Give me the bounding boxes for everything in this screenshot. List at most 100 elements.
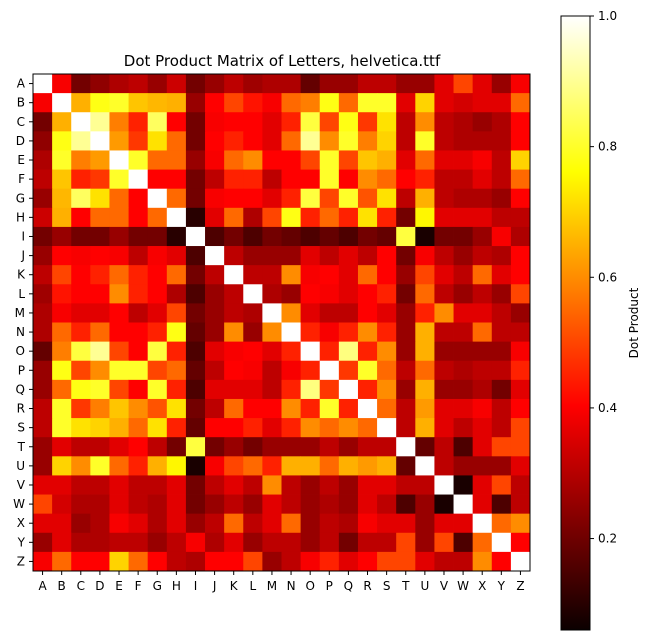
heatmap-cell bbox=[205, 207, 225, 228]
heatmap-cell bbox=[415, 150, 435, 170]
heatmap-cell bbox=[472, 475, 493, 495]
heatmap-cell bbox=[262, 226, 282, 247]
heatmap-cell bbox=[33, 398, 53, 419]
heatmap-cell bbox=[396, 494, 416, 515]
heatmap-cell bbox=[205, 379, 225, 400]
heatmap-cell bbox=[128, 456, 149, 476]
heatmap-cell bbox=[243, 551, 263, 572]
heatmap-cell bbox=[52, 322, 72, 343]
heatmap-cell bbox=[453, 284, 474, 304]
heatmap-cell bbox=[453, 207, 474, 228]
heatmap-cell bbox=[71, 131, 91, 151]
x-tick-label: C bbox=[77, 579, 85, 593]
heatmap-cell bbox=[415, 226, 435, 247]
heatmap-cell bbox=[319, 513, 340, 534]
heatmap-cell bbox=[357, 150, 378, 170]
heatmap-cell bbox=[453, 551, 474, 572]
heatmap-cell bbox=[281, 284, 302, 304]
heatmap-cell bbox=[281, 379, 302, 400]
heatmap-cell bbox=[166, 188, 187, 209]
heatmap-cell bbox=[243, 131, 263, 151]
heatmap-cell bbox=[109, 532, 129, 553]
heatmap-cell bbox=[33, 475, 53, 495]
heatmap-cell bbox=[415, 360, 435, 381]
heatmap-cell bbox=[300, 494, 321, 515]
heatmap-cell bbox=[224, 265, 244, 285]
heatmap-cell bbox=[243, 513, 263, 534]
colorbar-tick-label: 0.8 bbox=[598, 140, 617, 154]
heatmap-cell bbox=[338, 150, 359, 170]
heatmap-cell bbox=[128, 418, 149, 438]
heatmap-cell bbox=[491, 475, 512, 495]
y-tick-label: I bbox=[21, 229, 25, 243]
heatmap-cell bbox=[33, 322, 53, 343]
y-tick-label: X bbox=[17, 516, 25, 530]
heatmap-cell bbox=[472, 532, 493, 553]
x-tick-label: T bbox=[401, 579, 410, 593]
heatmap-cell bbox=[491, 494, 512, 515]
heatmap-cell bbox=[319, 398, 340, 419]
heatmap-cell bbox=[281, 131, 302, 151]
heatmap-cell bbox=[300, 379, 321, 400]
heatmap-cell bbox=[415, 341, 435, 362]
heatmap-cell bbox=[396, 475, 416, 495]
heatmap-cell bbox=[300, 532, 321, 553]
heatmap-cell bbox=[281, 169, 302, 190]
heatmap-cell bbox=[128, 551, 149, 572]
heatmap-cell bbox=[415, 475, 435, 495]
heatmap-cell bbox=[415, 188, 435, 209]
heatmap-cell bbox=[281, 360, 302, 381]
heatmap-cell bbox=[224, 150, 244, 170]
heatmap-cell bbox=[415, 112, 435, 132]
y-tick-label: Q bbox=[16, 382, 25, 396]
heatmap-cell bbox=[262, 188, 282, 209]
heatmap-cell bbox=[128, 437, 149, 457]
heatmap-cell bbox=[262, 131, 282, 151]
heatmap-cell bbox=[166, 93, 187, 113]
heatmap-cell bbox=[71, 341, 91, 362]
x-tick-label: V bbox=[440, 579, 449, 593]
heatmap-cell bbox=[415, 284, 435, 304]
heatmap-cell bbox=[338, 112, 359, 132]
heatmap-cell bbox=[109, 551, 129, 572]
heatmap-cell bbox=[205, 246, 225, 266]
heatmap-cell bbox=[510, 207, 531, 228]
heatmap-cell bbox=[71, 494, 91, 515]
heatmap-cell bbox=[33, 112, 53, 132]
heatmap-cell bbox=[109, 226, 129, 247]
heatmap-cell bbox=[338, 513, 359, 534]
heatmap-cell bbox=[453, 341, 474, 362]
heatmap-cell bbox=[52, 207, 72, 228]
heatmap-cell bbox=[52, 456, 72, 476]
heatmap-cell bbox=[453, 475, 474, 495]
heatmap-cell bbox=[357, 207, 378, 228]
heatmap-cell bbox=[396, 150, 416, 170]
heatmap-cell bbox=[377, 74, 397, 94]
heatmap-cell bbox=[90, 437, 110, 457]
heatmap-cell bbox=[510, 475, 531, 495]
heatmap-cell bbox=[357, 456, 378, 476]
heatmap-cell bbox=[357, 475, 378, 495]
heatmap-cell bbox=[377, 265, 397, 285]
heatmap-cell bbox=[453, 246, 474, 266]
heatmap-cell bbox=[377, 150, 397, 170]
heatmap-cell bbox=[90, 93, 110, 113]
heatmap-cell bbox=[205, 475, 225, 495]
heatmap-cell bbox=[147, 207, 168, 228]
heatmap-cell bbox=[434, 398, 454, 419]
x-tick-label: D bbox=[95, 579, 104, 593]
heatmap-cell bbox=[300, 475, 321, 495]
heatmap-cell bbox=[357, 322, 378, 343]
heatmap-cell bbox=[109, 341, 129, 362]
heatmap-cell bbox=[185, 74, 206, 94]
heatmap-cell bbox=[185, 112, 206, 132]
heatmap-cell bbox=[185, 532, 206, 553]
heatmap-cell bbox=[415, 513, 435, 534]
heatmap-cell bbox=[510, 341, 531, 362]
heatmap-cell bbox=[281, 341, 302, 362]
heatmap-cell bbox=[300, 74, 321, 94]
heatmap-cell bbox=[224, 475, 244, 495]
heatmap-cell bbox=[510, 246, 531, 266]
heatmap-cell bbox=[147, 475, 168, 495]
y-tick-label: M bbox=[15, 306, 25, 320]
